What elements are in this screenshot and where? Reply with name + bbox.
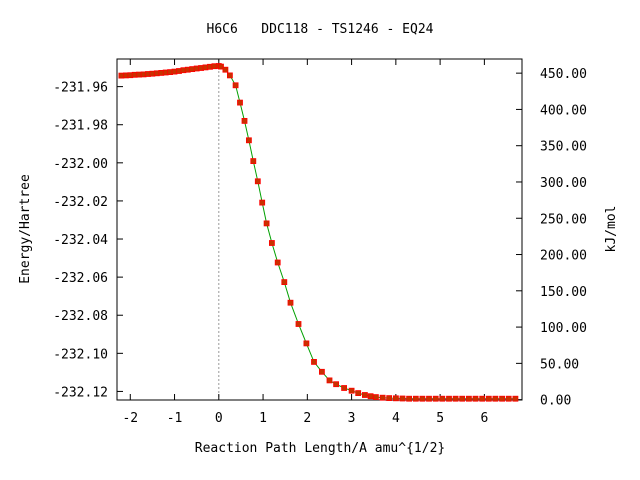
chart-title: H6C6 DDC118 - TS1246 - EQ24 xyxy=(207,22,434,37)
data-point xyxy=(245,137,252,144)
data-point xyxy=(446,395,452,402)
data-point xyxy=(419,395,426,402)
data-point xyxy=(392,395,399,402)
data-point xyxy=(218,63,224,70)
data-point xyxy=(326,377,333,384)
x-axis-ticks: -2 -1 0 1 2 3 4 5 6 xyxy=(122,59,488,426)
data-point xyxy=(318,368,325,375)
data-point-markers xyxy=(118,63,519,402)
y-tick-label: -232.12 xyxy=(53,385,108,400)
data-point xyxy=(311,358,317,365)
series-line xyxy=(121,65,516,400)
data-point xyxy=(303,340,310,347)
x-tick-label: 3 xyxy=(348,411,356,426)
y-tick-label: -232.04 xyxy=(53,233,108,248)
data-point xyxy=(295,321,302,327)
data-point xyxy=(237,99,243,106)
data-point xyxy=(505,395,512,402)
data-point xyxy=(241,118,248,124)
x-tick-label: 4 xyxy=(392,411,400,426)
data-point xyxy=(379,394,386,401)
x-tick-label: 6 xyxy=(480,411,488,426)
data-point xyxy=(232,82,239,89)
data-point xyxy=(226,72,233,79)
y-tick-label: -232.06 xyxy=(53,271,108,286)
y-tick-label: -231.98 xyxy=(53,119,108,134)
data-point xyxy=(485,395,492,402)
y-tick-label: -232.08 xyxy=(53,309,108,324)
y-tick-label: -231.96 xyxy=(53,81,108,96)
x-tick-label: -1 xyxy=(167,411,183,426)
right-y-tick-label: 100.00 xyxy=(540,321,587,336)
right-y-axis-ticks: 0.00 50.00 100.00 150.00 200.00 250.00 300.00 3… xyxy=(516,67,587,409)
data-point xyxy=(432,395,439,402)
data-point xyxy=(465,395,472,402)
right-y-tick-label: 150.00 xyxy=(540,285,587,300)
right-y-tick-label: 300.00 xyxy=(540,176,587,191)
data-point xyxy=(372,394,379,401)
data-point xyxy=(499,395,506,402)
right-y-axis-title: kJ/mol xyxy=(604,206,619,253)
y-tick-label: -232.00 xyxy=(53,157,108,172)
data-point xyxy=(268,240,275,246)
data-point xyxy=(333,381,340,388)
data-point xyxy=(355,390,362,397)
data-point xyxy=(222,66,229,73)
x-tick-label: 2 xyxy=(303,411,311,426)
data-point xyxy=(472,395,479,402)
data-point xyxy=(254,178,261,185)
data-point xyxy=(426,395,432,402)
x-tick-label: -2 xyxy=(122,411,138,426)
data-point xyxy=(459,395,466,402)
data-point xyxy=(259,199,266,206)
data-point xyxy=(492,395,499,402)
right-y-tick-label: 250.00 xyxy=(540,212,587,227)
data-point xyxy=(399,395,406,402)
data-point xyxy=(281,279,288,286)
x-tick-label: 5 xyxy=(436,411,444,426)
x-tick-label: 1 xyxy=(259,411,267,426)
data-point xyxy=(367,393,374,400)
y-tick-label: -232.02 xyxy=(53,195,108,210)
data-point xyxy=(512,395,519,402)
data-point xyxy=(412,395,419,402)
data-point xyxy=(274,259,281,266)
right-y-tick-label: 200.00 xyxy=(540,249,587,264)
right-y-tick-label: 50.00 xyxy=(540,357,579,372)
data-point xyxy=(452,395,459,402)
right-y-tick-label: 400.00 xyxy=(540,103,587,118)
data-point xyxy=(263,220,270,227)
data-point xyxy=(361,392,368,398)
data-point xyxy=(406,395,413,402)
data-point xyxy=(250,158,257,165)
data-point xyxy=(287,299,294,306)
left-y-axis-title: Energy/Hartree xyxy=(18,174,33,284)
x-tick-label: 0 xyxy=(215,411,223,426)
right-y-tick-label: 0.00 xyxy=(540,394,571,409)
data-point xyxy=(341,385,348,391)
data-point xyxy=(439,395,446,402)
y-tick-label: -232.10 xyxy=(53,347,108,362)
x-axis-title: Reaction Path Length/A amu^{1/2} xyxy=(195,441,445,456)
data-point xyxy=(348,387,355,394)
right-y-tick-label: 350.00 xyxy=(540,140,587,155)
data-point xyxy=(386,395,393,402)
left-y-axis-ticks: -231.96 -231.98 -232.00 -232.02 -232.04 -232.… xyxy=(53,81,123,400)
right-y-tick-label: 450.00 xyxy=(540,67,587,82)
data-point xyxy=(479,395,486,402)
plot-frame xyxy=(116,58,523,401)
